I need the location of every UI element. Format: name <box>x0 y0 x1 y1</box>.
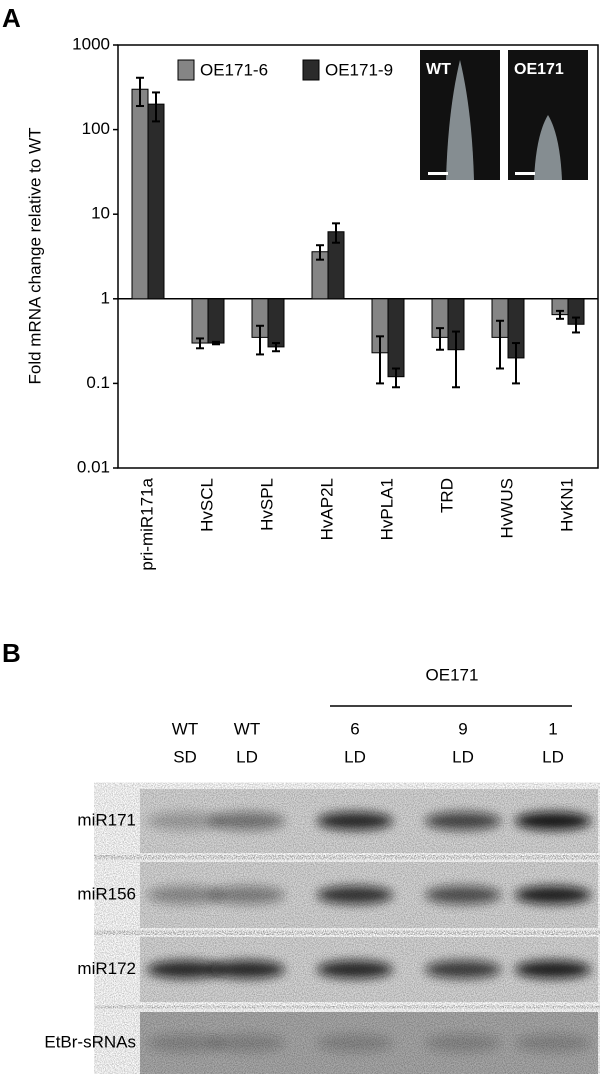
band <box>515 960 591 979</box>
x-tick-label: HvKN1 <box>557 478 576 532</box>
lane-label: WT <box>234 719 260 738</box>
spike <box>446 60 474 180</box>
legend-swatch <box>302 59 320 81</box>
band <box>209 812 285 830</box>
band <box>147 960 223 979</box>
inset-label: OE171 <box>514 61 564 78</box>
x-tick-label: HvPLA1 <box>377 478 396 540</box>
row-label: miR156 <box>77 884 136 903</box>
plot-frame <box>117 44 599 469</box>
error-bar <box>556 309 564 320</box>
error-bar <box>376 335 384 385</box>
error-bar <box>316 244 324 261</box>
band <box>425 812 501 830</box>
band <box>317 960 393 979</box>
row-label: miR171 <box>77 810 136 829</box>
band <box>425 1034 501 1052</box>
error-bar <box>452 330 460 389</box>
scale-bar <box>515 172 535 175</box>
panel-label: B <box>2 638 21 668</box>
error-bar <box>272 342 280 353</box>
error-bar <box>512 342 520 385</box>
y-tick-label: 0.01 <box>77 457 110 476</box>
band <box>147 1034 223 1052</box>
inset-label: WT <box>426 61 451 78</box>
x-tick-label: HvSCL <box>197 478 216 532</box>
band <box>425 886 501 904</box>
lane-label: WT <box>172 719 198 738</box>
lane-label: LD <box>542 747 564 766</box>
row-label: miR172 <box>77 959 136 978</box>
band <box>147 812 223 830</box>
x-tick-label: HvWUS <box>497 478 516 538</box>
x-tick-label: pri-miR171a <box>137 477 156 570</box>
legend-label: OE171-6 <box>200 60 268 79</box>
x-tick-label: TRD <box>437 478 456 513</box>
band <box>209 960 285 979</box>
x-tick-label: HvAP2L <box>317 478 336 540</box>
bar <box>207 298 225 344</box>
error-bar <box>392 367 400 389</box>
error-bar <box>332 222 340 244</box>
band <box>209 1034 285 1052</box>
bar <box>267 298 285 348</box>
y-tick-label: 0.1 <box>86 373 110 392</box>
lane-label: LD <box>452 747 474 766</box>
bar <box>191 298 209 344</box>
x-tick-label: HvSPL <box>257 478 276 531</box>
lane-label: LD <box>236 747 258 766</box>
error-bar <box>496 319 504 370</box>
band <box>317 1034 393 1052</box>
y-tick-label: 1000 <box>72 34 110 53</box>
band <box>317 886 393 904</box>
y-tick-label: 100 <box>82 119 110 138</box>
lane-label: 9 <box>458 719 467 738</box>
y-tick-label: 1 <box>101 288 110 307</box>
band <box>515 886 591 904</box>
error-bar <box>256 324 264 356</box>
blots <box>140 789 598 1074</box>
row-label: EtBr-sRNAs <box>44 1032 136 1051</box>
error-bar <box>572 316 580 334</box>
scale-bar <box>428 172 448 175</box>
error-bar <box>136 76 144 108</box>
lane-label: 6 <box>350 719 359 738</box>
lane-label: LD <box>344 747 366 766</box>
error-bar <box>212 340 220 346</box>
band <box>209 886 285 904</box>
band <box>317 812 393 830</box>
panel-label: A <box>2 3 21 33</box>
band <box>515 812 591 830</box>
bar <box>387 298 405 378</box>
lane-label: 1 <box>548 719 557 738</box>
y-tick-label: 10 <box>91 204 110 223</box>
band <box>515 1034 591 1052</box>
bar <box>131 88 149 300</box>
band <box>425 960 501 979</box>
error-bar <box>436 327 444 351</box>
legend-label: OE171-9 <box>325 60 393 79</box>
lane-label: SD <box>173 747 197 766</box>
y-axis-label: Fold mRNA change relative to WT <box>25 128 44 385</box>
inset <box>420 50 588 180</box>
error-bar <box>196 337 204 350</box>
bar <box>147 103 165 300</box>
spike <box>534 115 562 180</box>
legend-swatch <box>177 59 195 81</box>
band <box>147 886 223 904</box>
error-bar <box>152 91 160 123</box>
group-label: OE171 <box>426 665 479 684</box>
